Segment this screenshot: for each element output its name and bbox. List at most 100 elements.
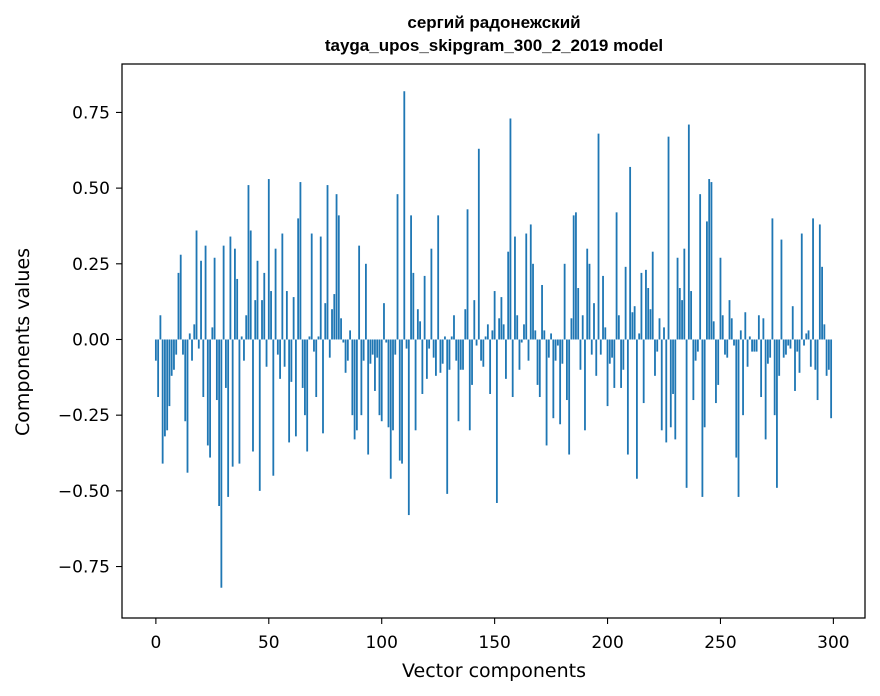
bar xyxy=(647,288,650,340)
bar xyxy=(814,339,817,370)
bar xyxy=(617,315,620,340)
bar xyxy=(640,272,643,340)
bar xyxy=(624,266,627,340)
y-tick-label: 0.25 xyxy=(72,255,110,275)
bar xyxy=(823,324,826,340)
y-tick-label: −0.25 xyxy=(58,406,110,426)
bar xyxy=(240,336,243,340)
bar xyxy=(457,339,460,422)
bar xyxy=(306,339,309,452)
bar xyxy=(342,339,345,343)
bar xyxy=(385,339,388,343)
bar xyxy=(243,339,245,361)
bar xyxy=(532,263,534,340)
bar xyxy=(595,339,598,376)
bar xyxy=(177,272,180,340)
bar xyxy=(229,236,232,340)
bar xyxy=(489,339,492,394)
bar xyxy=(358,245,361,340)
bar xyxy=(568,339,571,455)
bar xyxy=(776,339,778,488)
bar xyxy=(247,185,250,340)
bar xyxy=(353,339,356,440)
y-tick-label: −0.50 xyxy=(58,482,110,502)
bar xyxy=(317,336,320,340)
bar xyxy=(403,91,406,340)
bar xyxy=(313,339,315,352)
bar xyxy=(204,245,207,340)
bar xyxy=(626,339,629,455)
bar xyxy=(782,339,785,358)
bar xyxy=(830,339,833,419)
x-tick-label: 100 xyxy=(365,633,397,653)
bar xyxy=(184,339,187,422)
bar xyxy=(441,339,444,364)
bar xyxy=(405,339,408,349)
bar xyxy=(448,339,451,370)
bar xyxy=(645,269,647,340)
bar xyxy=(755,339,758,352)
bar xyxy=(267,179,270,340)
bar xyxy=(414,339,417,431)
bar xyxy=(570,318,573,340)
bar xyxy=(502,324,505,340)
bar xyxy=(757,315,760,340)
bar xyxy=(365,263,367,340)
bar xyxy=(197,339,200,349)
bar xyxy=(710,182,713,340)
bar xyxy=(656,339,659,352)
bar xyxy=(827,339,830,370)
bar xyxy=(367,339,370,455)
bar xyxy=(473,300,476,340)
bar xyxy=(482,339,485,367)
bar xyxy=(654,339,656,376)
bar xyxy=(545,339,548,446)
bar xyxy=(173,339,175,370)
x-axis-ticks: 0 50 100 150 200 250 300 xyxy=(150,618,850,653)
bar xyxy=(633,306,636,340)
bar xyxy=(477,148,480,340)
bar xyxy=(272,339,275,476)
x-axis-label: Vector components xyxy=(402,660,586,682)
bar xyxy=(425,339,428,379)
bar xyxy=(276,339,279,355)
bar xyxy=(396,194,399,340)
bar xyxy=(224,339,227,388)
bar xyxy=(421,339,424,394)
bar xyxy=(717,339,720,385)
bar xyxy=(687,124,690,340)
bar xyxy=(766,339,769,364)
bar xyxy=(552,339,555,419)
bar xyxy=(455,339,458,361)
x-tick-label: 200 xyxy=(591,633,623,653)
bar xyxy=(541,284,543,340)
bar xyxy=(355,339,358,431)
bar xyxy=(222,245,225,340)
bar xyxy=(554,339,557,361)
bar xyxy=(378,339,381,416)
bar xyxy=(462,339,464,370)
bar xyxy=(739,330,742,340)
bar xyxy=(667,136,670,340)
bar xyxy=(663,327,665,340)
bar xyxy=(577,288,580,340)
bar xyxy=(769,339,772,358)
bar xyxy=(674,339,677,440)
y-tick-label: 0.00 xyxy=(72,330,110,350)
bar xyxy=(374,339,376,391)
bar xyxy=(281,233,284,340)
bar xyxy=(360,339,363,416)
bar xyxy=(543,330,546,340)
bar xyxy=(346,339,349,361)
y-axis-ticks: −0.75 −0.50 −0.25 0.00 0.25 0.50 0.75 xyxy=(58,103,122,578)
y-tick-label: −0.75 xyxy=(58,558,110,578)
bar xyxy=(764,339,767,440)
bar xyxy=(561,339,564,364)
bar xyxy=(166,339,169,431)
bar xyxy=(410,215,412,340)
bar xyxy=(556,339,559,346)
bar xyxy=(444,336,446,340)
bar xyxy=(254,300,257,340)
bar xyxy=(658,318,661,340)
bar xyxy=(809,339,812,367)
